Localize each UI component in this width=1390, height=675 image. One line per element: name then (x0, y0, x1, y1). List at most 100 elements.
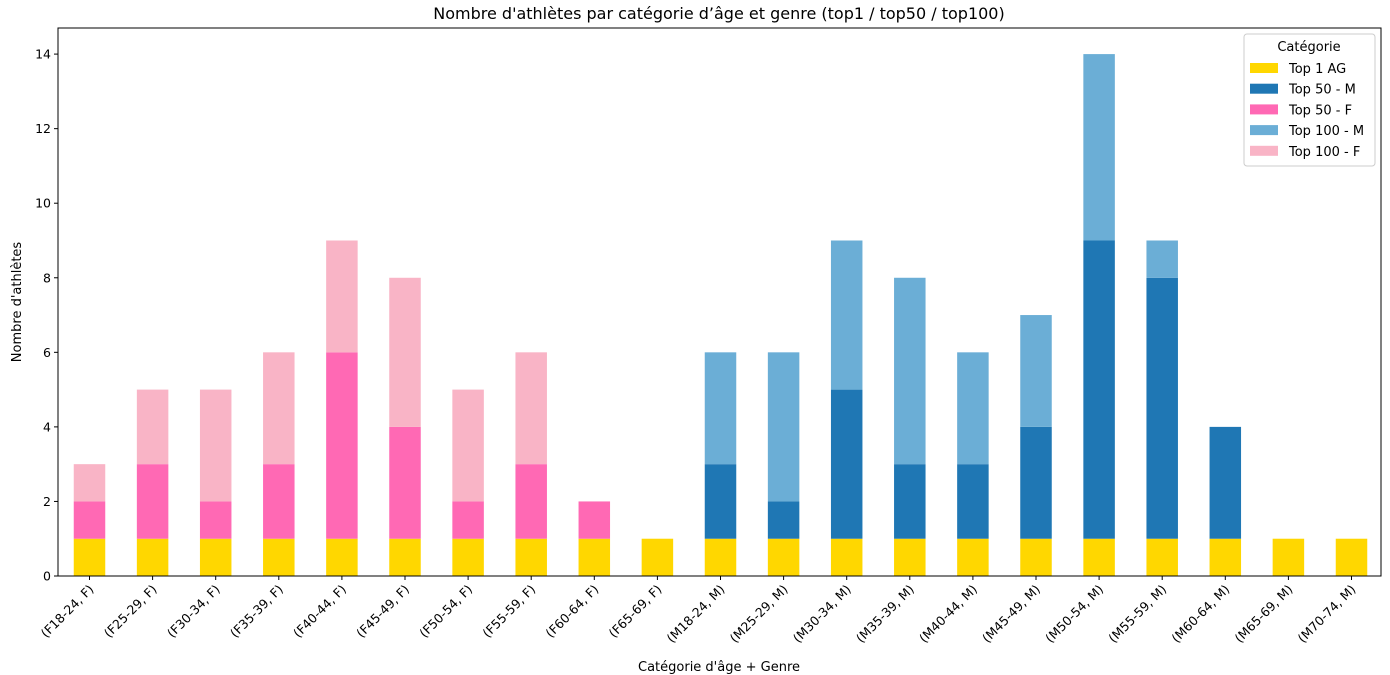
bar-top-100-f-f55-59-f (515, 352, 547, 465)
x-tick-label: (M50-54, M) (1042, 582, 1106, 646)
y-axis-label: Nombre d'athlètes (10, 242, 25, 363)
bar-top-50-m-m40-44-m (957, 464, 989, 539)
x-tick-label: (F45-49, F) (353, 582, 412, 641)
x-tick-label: (M60-64, M) (1168, 582, 1232, 646)
x-tick-label: (M70-74, M) (1295, 582, 1359, 646)
bar-top-100-m-m30-34-m (830, 240, 863, 390)
x-tick-label: (M25-29, M) (727, 582, 791, 646)
x-tick-label: (F65-69, F) (606, 582, 665, 641)
legend-swatch-top-100-f (1250, 145, 1278, 156)
bar-top-1-ag-m35-39-m (894, 538, 926, 576)
legend-label-top-100-m: Top 100 - M (1288, 124, 1364, 139)
x-tick-label: (F18-24, F) (38, 582, 97, 641)
bar-top-100-f-f45-49-f (389, 277, 421, 427)
y-tick-label: 14 (35, 47, 51, 62)
y-tick-label: 2 (43, 494, 51, 509)
bar-top-1-ag-f60-64-f (578, 538, 611, 576)
x-tick-label: (F55-59, F) (479, 582, 538, 641)
bar-top-1-ag-m60-64-m (1209, 538, 1242, 576)
bar-top-100-m-m50-54-m (1083, 54, 1115, 241)
bar-top-50-f-f25-29-f (136, 464, 169, 539)
legend-swatch-top-100-m (1250, 125, 1278, 136)
legend-label-top-50-m: Top 50 - M (1288, 83, 1356, 98)
x-axis-label: Catégorie d'âge + Genre (638, 660, 800, 675)
x-tick-label: (F40-44, F) (290, 582, 349, 641)
bar-top-50-f-f45-49-f (389, 426, 421, 539)
bar-top-1-ag-f65-69-f (641, 538, 674, 576)
y-tick-label: 12 (35, 121, 51, 136)
plot-frame (57, 27, 1382, 577)
bar-top-50-f-f60-64-f (578, 501, 611, 539)
bar-top-100-m-m55-59-m (1146, 240, 1178, 278)
bar-top-50-m-m30-34-m (830, 389, 863, 539)
x-tick-label: (F30-34, F) (164, 582, 223, 641)
bar-top-100-m-m35-39-m (894, 277, 926, 465)
x-tick-label: (F35-39, F) (227, 582, 286, 641)
legend-title: Catégorie (1277, 40, 1340, 55)
bar-top-50-f-f30-34-f (199, 501, 232, 539)
bar-top-1-ag-f25-29-f (136, 538, 169, 576)
bar-top-50-f-f40-44-f (326, 352, 358, 539)
x-tick-label: (M55-59, M) (1105, 582, 1169, 646)
y-tick-label: 8 (43, 270, 51, 285)
bar-top-100-m-m45-49-m (1020, 315, 1052, 427)
y-tick-label: 10 (35, 196, 51, 211)
bar-top-1-ag-f50-54-f (452, 538, 484, 576)
bar-top-100-f-f50-54-f (452, 389, 484, 502)
bar-top-1-ag-f55-59-f (515, 538, 547, 576)
bar-top-50-m-m25-29-m (767, 501, 800, 539)
bar-top-50-f-f55-59-f (515, 464, 547, 539)
bar-top-1-ag-m40-44-m (957, 538, 989, 576)
bar-top-1-ag-f45-49-f (389, 538, 421, 576)
legend-label-top-1-ag: Top 1 AG (1288, 62, 1346, 77)
x-tick-label: (M65-69, M) (1231, 582, 1295, 646)
legend-label-top-50-f: Top 50 - F (1288, 103, 1352, 118)
legend-swatch-top-50-f (1250, 104, 1278, 115)
bar-top-1-ag-m50-54-m (1083, 538, 1115, 576)
chart-title: Nombre d'athlètes par catégorie d’âge et… (433, 4, 1004, 23)
y-tick-label: 0 (43, 569, 51, 584)
bar-top-50-f-f18-24-f (73, 501, 106, 539)
bar-top-50-m-m45-49-m (1020, 426, 1052, 539)
x-tick-label: (M45-49, M) (979, 582, 1043, 646)
bar-top-1-ag-m25-29-m (767, 538, 800, 576)
y-axis: 0 2 4 6 8 10 12 14 (35, 47, 58, 584)
x-axis: (F18-24, F) (F25-29, F) (F30-34, F) (F35-39… (38, 576, 1359, 646)
bar-top-100-m-m40-44-m (957, 352, 989, 465)
legend-swatch-top-50-m (1250, 83, 1278, 94)
bar-top-50-m-m18-24-m (704, 464, 737, 539)
bar-top-1-ag-m65-69-m (1272, 538, 1305, 576)
bar-top-100-m-m25-29-m (767, 352, 800, 502)
bar-top-100-f-f40-44-f (326, 240, 358, 353)
bar-top-1-ag-m45-49-m (1020, 538, 1052, 576)
y-tick-label: 4 (43, 419, 51, 434)
bar-top-50-m-m35-39-m (894, 464, 926, 539)
y-tick-label: 6 (43, 345, 51, 360)
bar-top-100-f-f18-24-f (73, 464, 106, 502)
x-tick-label: (F25-29, F) (101, 582, 160, 641)
x-tick-label: (M18-24, M) (664, 582, 728, 646)
bar-top-100-f-f30-34-f (199, 389, 232, 502)
legend-label-top-100-f: Top 100 - F (1288, 145, 1360, 160)
bar-top-50-f-f50-54-f (452, 501, 484, 539)
x-tick-label: (F60-64, F) (542, 582, 601, 641)
bar-top-1-ag-f35-39-f (263, 538, 295, 576)
legend: Catégorie Top 1 AG Top 50 - M Top 50 - F To… (1243, 33, 1376, 167)
bar-top-1-ag-f18-24-f (73, 538, 106, 576)
bar-top-1-ag-f40-44-f (326, 538, 358, 576)
bar-top-100-m-m18-24-m (704, 352, 737, 465)
bar-top-50-f-f35-39-f (263, 464, 295, 539)
x-tick-label: (F50-54, F) (416, 582, 475, 641)
x-tick-label: (M40-44, M) (916, 582, 980, 646)
bar-top-100-f-f25-29-f (136, 389, 169, 465)
bar-top-50-m-m60-64-m (1209, 426, 1242, 539)
legend-swatch-top-1-ag (1250, 63, 1278, 73)
x-tick-label: (M35-39, M) (853, 582, 917, 646)
bar-top-100-f-f35-39-f (263, 352, 295, 465)
bar-top-1-ag-m18-24-m (704, 538, 737, 576)
bar-top-1-ag-f30-34-f (199, 538, 232, 576)
x-tick-label: (M30-34, M) (790, 582, 854, 646)
bar-top-50-m-m50-54-m (1083, 240, 1115, 539)
bar-top-1-ag-m30-34-m (830, 538, 863, 576)
